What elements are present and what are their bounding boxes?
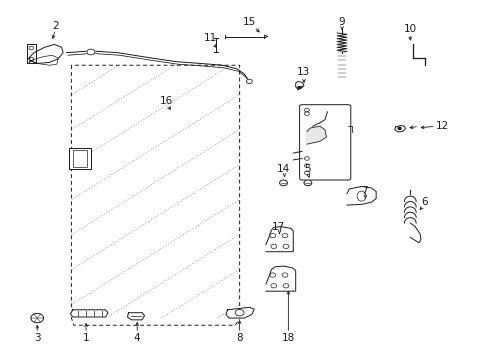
Text: 3: 3 xyxy=(34,333,41,343)
Text: 7: 7 xyxy=(360,186,366,196)
Text: 9: 9 xyxy=(338,17,345,27)
Circle shape xyxy=(279,180,287,186)
Text: 18: 18 xyxy=(281,333,294,343)
Polygon shape xyxy=(295,81,304,90)
Ellipse shape xyxy=(356,191,365,201)
Text: 11: 11 xyxy=(203,33,217,43)
Circle shape xyxy=(297,86,301,89)
Text: 17: 17 xyxy=(271,222,285,231)
Polygon shape xyxy=(409,223,420,243)
Polygon shape xyxy=(29,55,58,65)
Circle shape xyxy=(246,79,252,84)
Circle shape xyxy=(304,180,311,186)
Polygon shape xyxy=(265,266,295,291)
Polygon shape xyxy=(394,126,405,132)
Polygon shape xyxy=(346,186,375,205)
Polygon shape xyxy=(225,307,254,318)
Bar xyxy=(69,148,91,169)
Polygon shape xyxy=(127,313,144,320)
Text: 8: 8 xyxy=(236,333,243,343)
Text: 13: 13 xyxy=(296,67,309,77)
Text: 6: 6 xyxy=(421,197,427,207)
Text: 4: 4 xyxy=(134,333,140,343)
Text: 5: 5 xyxy=(304,164,310,174)
Text: 12: 12 xyxy=(434,121,447,131)
Text: 10: 10 xyxy=(403,24,416,35)
Polygon shape xyxy=(29,44,63,63)
Polygon shape xyxy=(70,310,108,317)
Text: 15: 15 xyxy=(242,17,256,27)
Circle shape xyxy=(31,314,43,323)
Polygon shape xyxy=(26,44,36,63)
FancyBboxPatch shape xyxy=(299,105,350,180)
Polygon shape xyxy=(265,226,293,252)
Text: 16: 16 xyxy=(160,96,173,106)
Bar xyxy=(73,150,86,167)
Text: 1: 1 xyxy=(82,333,89,343)
Text: 14: 14 xyxy=(276,164,289,174)
Polygon shape xyxy=(306,126,326,144)
Circle shape xyxy=(397,127,400,130)
Circle shape xyxy=(87,49,95,55)
Text: 2: 2 xyxy=(52,21,59,31)
